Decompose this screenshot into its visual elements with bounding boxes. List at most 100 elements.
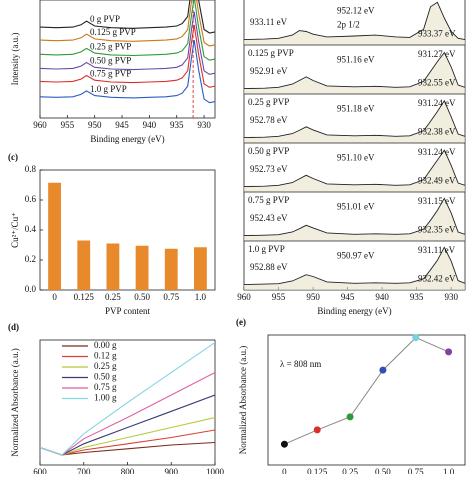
bar [48, 182, 61, 290]
x-tick-label: 800 [121, 467, 135, 474]
peak-label: 951.10 eV [337, 153, 375, 163]
panel-label: (e) [236, 317, 246, 327]
fit-label: 952.43 eV [250, 213, 288, 223]
bar [77, 240, 91, 290]
x-tick-label: 0.75 [163, 292, 179, 302]
x-axis-label: PVP content [105, 306, 150, 316]
y-tick-label: 0.2 [25, 254, 36, 264]
spectrum-line [244, 149, 465, 188]
y-axis-label: Intensity (a.u.) [10, 33, 20, 86]
y-tick-label: 0.8 [25, 164, 37, 174]
x-tick-label: 700 [77, 467, 91, 474]
x-tick-label: 950 [88, 120, 102, 130]
x-tick-label: 900 [165, 467, 179, 474]
x-tick-label: 0.125 [307, 467, 328, 474]
peak-label: 951.18 eV [337, 104, 375, 114]
spectrum-line [244, 246, 465, 286]
panel-name: 1.0 g PVP [248, 244, 285, 254]
fit-label: 932.42 eV [418, 273, 456, 283]
series-line [40, 0, 215, 61]
fit-label: 933.11 eV [250, 17, 288, 27]
panel-name: 0.50 g PVP [248, 146, 289, 156]
series-line [40, 0, 215, 34]
peak-label: 951.16 eV [337, 55, 375, 65]
point [313, 426, 321, 434]
peak-label: 951.01 eV [337, 202, 375, 212]
series-line [40, 394, 215, 456]
x-tick-label: 0.25 [105, 292, 121, 302]
fit-label: 952.73 eV [250, 164, 288, 174]
bar [106, 243, 120, 290]
panel-label: (d) [8, 322, 19, 332]
x-tick-label: 1.0 [443, 467, 455, 474]
x-tick-label: 0.50 [134, 292, 150, 302]
spectrum-fill [244, 198, 465, 241]
x-axis-label: Binding energy (eV) [317, 306, 391, 316]
legend-label: 0.25 g PVP [90, 41, 131, 51]
series-line [40, 11, 215, 75]
fit-label: 932.55 eV [418, 77, 456, 87]
x-tick-label: 0 [52, 292, 57, 302]
peak-label: 931.27 eV [418, 49, 456, 59]
x-tick-label: 1000 [206, 467, 225, 474]
x-tick-label: 600 [33, 467, 47, 474]
panel-name: 0.75 g PVP [248, 195, 289, 205]
y-axis-label: Normalized Absorbance (a.u.) [238, 346, 248, 454]
peak-label: 931.24 eV [418, 147, 456, 157]
plot-frame [267, 334, 466, 466]
x-axis-label: Binding energy (eV) [90, 134, 164, 144]
legend-label: 0.00 g [94, 340, 117, 350]
spectrum-line [244, 99, 465, 139]
peak-label: 931.15 eV [418, 196, 456, 206]
spectrum-fill [244, 150, 465, 192]
x-tick-label: 0.50 [375, 467, 391, 474]
panel-name: 0.25 g PVP [248, 97, 289, 107]
fit-label: 932.35 eV [418, 224, 456, 234]
x-tick-label: 0.125 [74, 292, 95, 302]
legend-label: 0.25 g [94, 361, 117, 371]
series-line [40, 342, 215, 456]
panel-name: 0.125 g PVP [248, 48, 294, 58]
peak-label: 931.24 eV [418, 98, 456, 108]
x-tick-label: 950 [306, 292, 320, 302]
fit-label: 952.91 eV [250, 66, 288, 76]
y-tick-label: 0.0 [25, 284, 37, 294]
bar [164, 248, 178, 290]
x-tick-label: 1.0 [195, 292, 207, 302]
x-tick-label: 940 [143, 120, 157, 130]
point [445, 348, 453, 356]
fit-label: 932.49 eV [418, 175, 456, 185]
x-tick-label: 930 [444, 292, 458, 302]
legend-label: 1.00 g [94, 393, 117, 403]
x-tick-label: 0.25 [342, 467, 358, 474]
point [412, 334, 420, 342]
fit-label: 933.37 eV [418, 28, 456, 38]
point [379, 366, 387, 374]
peak-label: 931.11 eV [418, 245, 456, 255]
x-tick-label: 945 [341, 292, 355, 302]
y-axis-label: Cu²⁺/Cu⁺ [10, 212, 20, 248]
spectrum-line [244, 51, 465, 90]
x-tick-label: 935 [170, 120, 184, 130]
series-line [40, 416, 215, 456]
spectrum-fill [244, 100, 465, 143]
legend-label: 0.75 g PVP [90, 68, 131, 78]
x-tick-label: 940 [375, 292, 389, 302]
x-tick-label: 0.75 [408, 467, 424, 474]
legend-label: 0 g PVP [90, 14, 120, 24]
point [346, 413, 354, 421]
spectrum-fill [244, 247, 465, 290]
peak-label: 950.97 eV [337, 251, 375, 261]
connector-line [284, 337, 449, 445]
spectrum-line [244, 1, 465, 41]
bar [135, 245, 149, 290]
x-tick-label: 960 [237, 292, 251, 302]
series-line [40, 0, 215, 47]
point [280, 440, 288, 448]
legend-label: 0.125 g PVP [90, 27, 136, 37]
annotation: λ = 808 nm [280, 359, 321, 369]
legend-label: 0.12 g [94, 351, 117, 361]
x-tick-label: 0 [282, 467, 287, 474]
legend-label: 0.75 g [94, 382, 117, 392]
x-tick-label: 930 [197, 120, 211, 130]
